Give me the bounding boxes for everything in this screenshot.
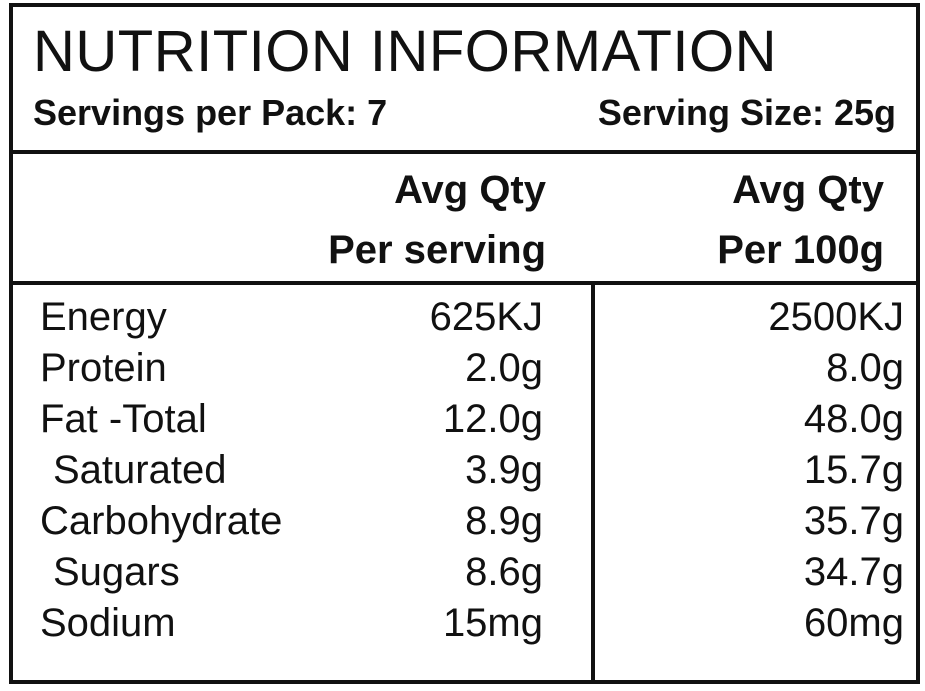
value-per-100g: 48.0g <box>803 397 904 441</box>
value-per-serving: 15mg <box>442 601 543 645</box>
table-row: Fat -Total 12.0g 48.0g <box>13 394 916 445</box>
column-header-per-serving: Avg Qty Per serving <box>328 160 546 280</box>
value-per-100g: 34.7g <box>803 550 904 594</box>
value-per-100g: 15.7g <box>803 448 904 492</box>
table-row: Sugars 8.6g 34.7g <box>13 547 916 598</box>
value-per-100g: 8.0g <box>826 346 904 390</box>
column-header-line: Avg Qty <box>732 168 884 212</box>
nutrient-name: Carbohydrate <box>40 499 283 543</box>
nutrient-name: Fat -Total <box>40 397 207 441</box>
table-row: Saturated 3.9g 15.7g <box>13 445 916 496</box>
value-per-serving: 8.9g <box>465 499 543 543</box>
nutrient-name: Protein <box>40 346 167 390</box>
value-per-100g: 2500KJ <box>768 295 904 339</box>
column-header-line: Per serving <box>328 228 546 272</box>
column-divider <box>591 284 595 684</box>
value-per-serving: 12.0g <box>442 397 543 441</box>
panel-title: NUTRITION INFORMATION <box>33 19 778 84</box>
value-per-serving: 2.0g <box>465 346 543 390</box>
table-row: Sodium 15mg 60mg <box>13 598 916 649</box>
servings-per-pack: Servings per Pack: 7 <box>33 92 388 133</box>
column-header-per-100g: Avg Qty Per 100g <box>717 160 884 280</box>
value-per-serving: 625KJ <box>429 295 543 339</box>
nutrient-name: Sugars <box>53 550 180 594</box>
nutrition-panel: NUTRITION INFORMATION Servings per Pack:… <box>9 3 920 684</box>
nutrient-table: Energy 625KJ 2500KJ Protein 2.0g 8.0g Fa… <box>13 292 916 649</box>
divider-top <box>13 150 916 154</box>
table-row: Carbohydrate 8.9g 35.7g <box>13 496 916 547</box>
nutrient-name: Saturated <box>53 448 227 492</box>
value-per-serving: 3.9g <box>465 448 543 492</box>
serving-size: Serving Size: 25g <box>597 92 896 133</box>
nutrient-name: Energy <box>40 295 167 339</box>
value-per-serving: 8.6g <box>465 550 543 594</box>
nutrient-name: Sodium <box>40 601 176 645</box>
table-row: Energy 625KJ 2500KJ <box>13 292 916 343</box>
table-row: Protein 2.0g 8.0g <box>13 343 916 394</box>
value-per-100g: 60mg <box>803 601 904 645</box>
column-header-line: Per 100g <box>717 228 884 272</box>
column-header-line: Avg Qty <box>394 168 546 212</box>
value-per-100g: 35.7g <box>803 499 904 543</box>
divider-header <box>13 281 916 285</box>
